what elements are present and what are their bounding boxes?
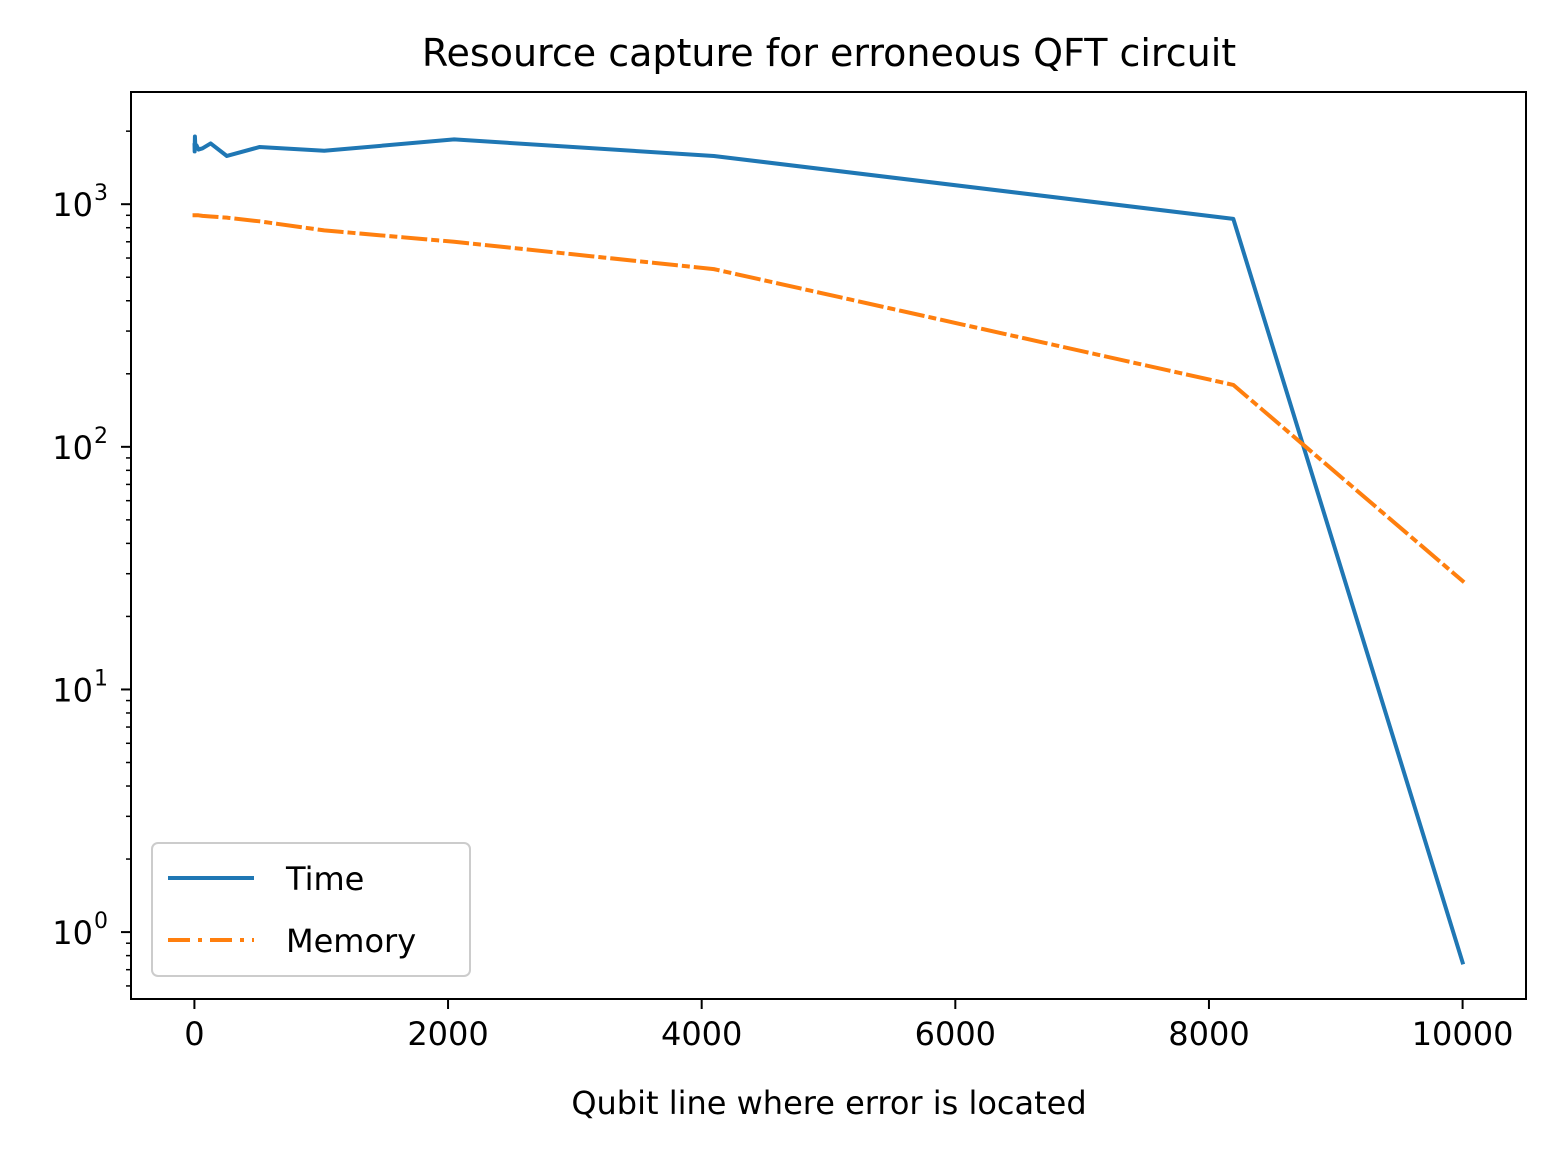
y-tick-label: 10 [52, 186, 93, 224]
x-tick-label: 2000 [407, 1015, 488, 1053]
y-tick-label: 10 [52, 429, 93, 467]
x-tick-label: 4000 [661, 1015, 742, 1053]
plot-frame [130, 91, 1527, 1000]
y-tick-exponent: 0 [94, 909, 108, 934]
legend: Time Memory [151, 842, 471, 977]
x-axis-ticks: 0 2000 4000 6000 8000 10000 [184, 999, 1513, 1053]
x-tick-label: 8000 [1168, 1015, 1249, 1053]
series-line-time [192, 134, 1466, 965]
x-tick-label: 6000 [915, 1015, 996, 1053]
y-tick-label: 10 [52, 671, 93, 709]
y-tick-exponent: 2 [94, 424, 108, 449]
series-line-memory [192, 213, 1466, 584]
legend-label-memory: Memory [286, 922, 416, 960]
chart-title: Resource capture for erroneous QFT circu… [422, 31, 1236, 75]
legend-label-time: Time [285, 860, 364, 898]
series-layer [192, 134, 1466, 965]
y-tick-exponent: 3 [94, 181, 108, 206]
y-tick-exponent: 1 [94, 666, 108, 691]
x-tick-label: 0 [184, 1015, 204, 1053]
x-axis-label: Qubit line where error is located [571, 1084, 1086, 1122]
x-tick-label: 10000 [1412, 1015, 1514, 1053]
y-tick-label: 10 [52, 914, 93, 952]
